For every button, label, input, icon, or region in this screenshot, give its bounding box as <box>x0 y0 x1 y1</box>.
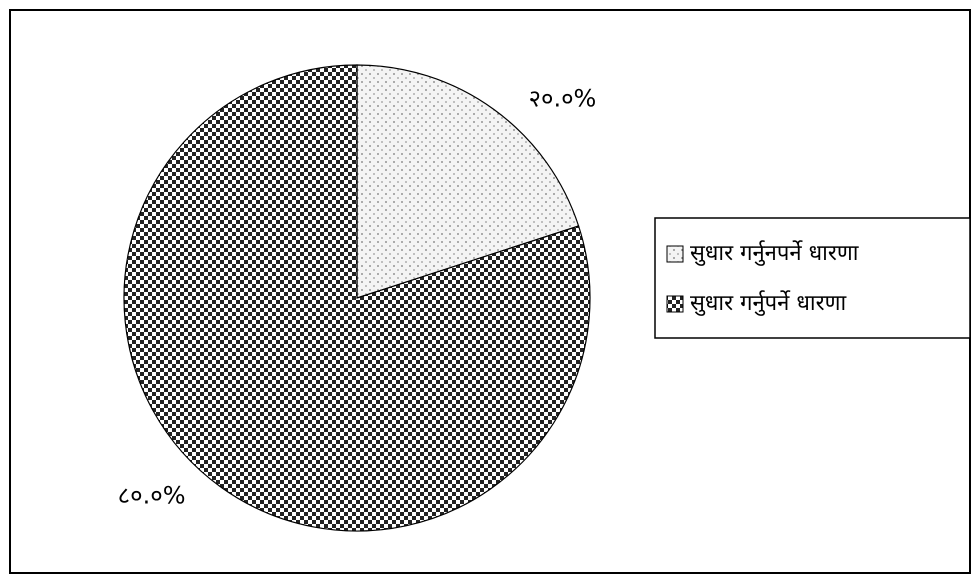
legend-label: सुधार गर्नुनपर्ने धारणा <box>690 240 859 266</box>
legend-box <box>654 217 971 339</box>
data-label: २०.०% <box>528 84 596 112</box>
legend-label: सुधार गर्नुपर्ने धारणा <box>690 290 847 316</box>
pie-slice <box>356 64 580 299</box>
pie-slice <box>123 64 591 532</box>
data-label: ८०.०% <box>118 482 186 510</box>
legend-swatch <box>666 295 684 313</box>
legend-swatch <box>666 245 684 263</box>
